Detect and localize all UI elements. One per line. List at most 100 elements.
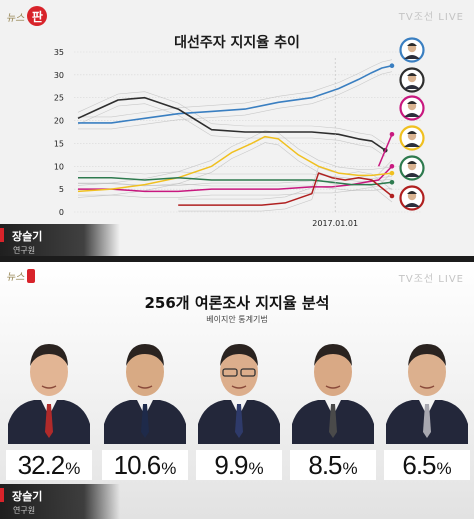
candidate-avatars (399, 37, 425, 211)
series-line-yu (178, 172, 393, 206)
series-end-hwang (389, 179, 395, 185)
presenter-name: 장슬기 (12, 230, 43, 243)
support-value: 10.6% (102, 450, 188, 480)
series-end-moon (389, 63, 395, 69)
y-tick-label: 20 (54, 117, 64, 126)
trend-panel: 뉴스 판 TV조선 LIVE 대선주자 지지율 추이 0 5 10 15 20 25 30 3… (0, 0, 474, 256)
avatar-moon (399, 37, 425, 63)
news-logo: 뉴스 판 (6, 6, 48, 26)
avatar-ahn_hee (399, 67, 425, 93)
y-axis-ticks: 0 5 10 15 20 25 30 35 (54, 48, 64, 217)
avatar-yu (399, 185, 425, 211)
support-number: 9.9 (214, 450, 248, 480)
series-line-ahn_hee (77, 96, 386, 151)
support-number: 6.5 (402, 450, 436, 480)
candidate-card: 9.9% (194, 332, 284, 482)
avatar-hair (407, 131, 417, 134)
avatar-hwang (399, 155, 425, 181)
avatar-hair (407, 101, 417, 104)
avatar-hair (407, 161, 417, 164)
candidate-card: 32.2% (4, 332, 94, 482)
series-line-ahn_cs (77, 135, 393, 193)
avatar-hair (407, 191, 417, 194)
channel-watermark-bottom: TV조선 LIVE (398, 274, 464, 285)
avatar-suit (404, 173, 420, 177)
logo-badge: 판 (27, 6, 48, 26)
candidate-photo (386, 344, 468, 444)
support-value: 8.5% (290, 450, 376, 480)
presenter-role: 연구원 (13, 246, 36, 255)
avatar-suit (404, 143, 420, 147)
photo-hair (126, 344, 164, 366)
support-number: 10.6 (113, 450, 162, 480)
x-tick-label: 2017.01.01 (312, 219, 358, 228)
percent-sign: % (161, 459, 177, 478)
news-logo-bottom: 뉴스 (6, 268, 36, 283)
photo-face (314, 348, 352, 396)
candidate-photo (292, 344, 374, 444)
poll-subtitle: 베이지안 통계기법 (206, 315, 268, 324)
avatar-hair (407, 73, 417, 76)
presenter-name-bottom: 장슬기 (12, 490, 43, 503)
logo-text-bottom: 뉴스 (6, 272, 25, 283)
poll-panel: 뉴스 TV조선 LIVE 256개 여론조사 지지율 분석 베이지안 통계기법 … (0, 262, 474, 519)
avatar-suit (404, 203, 420, 207)
series-layer (77, 63, 395, 206)
y-tick-label: 25 (54, 94, 64, 103)
percent-sign: % (436, 459, 452, 478)
band-ahn_cs (77, 142, 393, 198)
percent-sign: % (248, 459, 264, 478)
photo-tie (329, 404, 337, 438)
photo-hair (408, 344, 446, 366)
photo-hair (314, 344, 352, 366)
avatar-suit (404, 113, 420, 117)
channel-watermark: TV조선 LIVE (398, 12, 464, 23)
band-layer (77, 59, 393, 212)
support-number: 8.5 (308, 450, 342, 480)
band-ahn_hee (77, 91, 386, 145)
presenter-caption-bottom: 장슬기 연구원 (0, 484, 120, 519)
band-lee_jm (78, 172, 393, 198)
photo-tie (423, 404, 431, 438)
support-value: 32.2% (6, 450, 92, 480)
percent-sign: % (342, 459, 358, 478)
y-tick-label: 10 (54, 162, 64, 171)
photo-hair (220, 344, 258, 366)
y-tick-label: 0 (59, 208, 64, 217)
trend-chart: 0 5 10 15 20 25 30 35 2017.01.01 (54, 37, 425, 228)
band-moon (78, 59, 393, 118)
presenter-role-bottom: 연구원 (13, 506, 36, 515)
photo-face (30, 348, 68, 396)
series-line-moon (78, 64, 393, 124)
photo-face (126, 348, 164, 396)
y-tick-label: 35 (54, 48, 64, 57)
photo-tie (141, 404, 149, 438)
photo-hair (30, 344, 68, 366)
presenter-caption: 장슬기 연구원 (0, 224, 120, 256)
series-end-ahn_cs (389, 170, 395, 176)
candidate-card: 10.6% (100, 332, 190, 482)
support-value: 6.5% (384, 450, 470, 480)
candidate-card: 6.5% (382, 332, 472, 482)
band-yu (178, 166, 393, 200)
band-ahn_cs (77, 130, 393, 186)
photo-tie (235, 404, 243, 438)
avatar-suit (404, 85, 420, 89)
photo-face (408, 348, 446, 396)
avatar-hair (407, 43, 417, 46)
series-line-lee_jm (78, 165, 393, 193)
y-tick-label: 5 (59, 185, 64, 194)
logo-text: 뉴스 (6, 12, 25, 24)
photo-face (220, 348, 258, 396)
series-end-lee_jm_rise (389, 131, 395, 137)
band-hwang (78, 171, 393, 179)
x-axis-ticks: 2017.01.01 (312, 58, 358, 228)
candidate-photo (104, 344, 186, 444)
band-ahn_hee (77, 103, 386, 157)
candidate-photo (8, 344, 90, 444)
y-tick-label: 15 (54, 139, 64, 148)
series-line-lee_jm_rise (377, 134, 393, 167)
support-number: 32.2 (17, 450, 66, 480)
avatar-lee_jm (399, 95, 425, 121)
poll-title: 256개 여론조사 지지율 분석 (144, 294, 330, 312)
